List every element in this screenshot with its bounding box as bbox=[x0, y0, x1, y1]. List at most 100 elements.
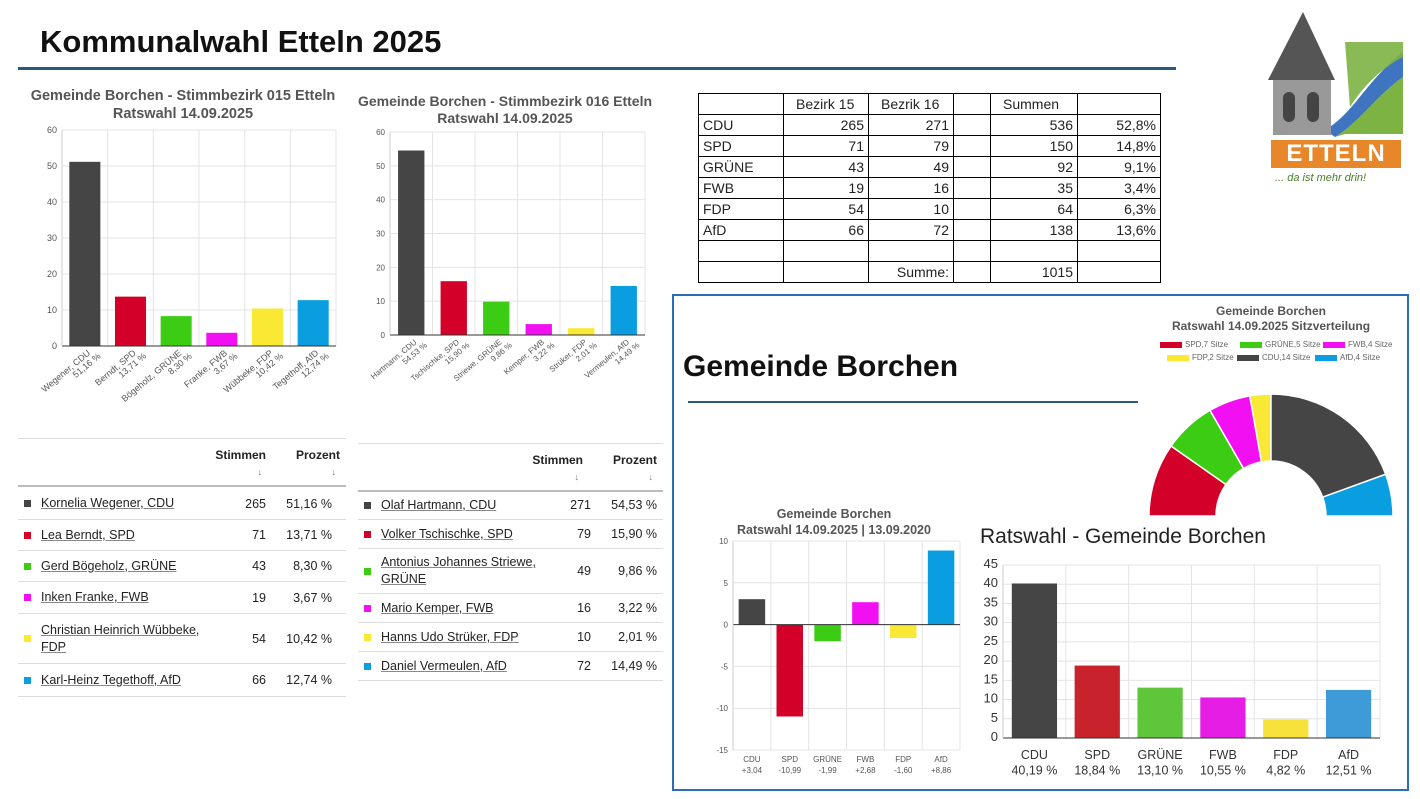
candidate-link[interactable]: Volker Tschischke, SPD bbox=[381, 526, 513, 541]
y-tick-label: 40 bbox=[376, 196, 385, 205]
x-tick-value: +2,68 bbox=[855, 766, 876, 775]
sheet-cell: 1015 bbox=[990, 261, 1078, 283]
y-tick-label: 15 bbox=[984, 671, 998, 686]
bar-AfD bbox=[927, 550, 955, 625]
bar-SPD bbox=[776, 624, 803, 717]
legend-label: FWB,4 Sitze bbox=[1348, 340, 1393, 349]
percent: 51,16 % bbox=[286, 496, 332, 511]
percent: 3,67 % bbox=[293, 590, 332, 605]
results-table-016: Stimmen ↓ Prozent ↓ Olaf Hartmann, CDU 271 54,… bbox=[358, 443, 663, 683]
legend-item-SPD: SPD,7 Sitze bbox=[1160, 340, 1228, 349]
legend-label: SPD,7 Sitze bbox=[1185, 340, 1229, 349]
x-tick-name: CDU bbox=[743, 755, 761, 764]
candidate-link[interactable]: Karl-Heinz Tegethoff, AfD bbox=[41, 672, 181, 687]
candidate-link[interactable]: Mario Kemper, FWB bbox=[381, 600, 494, 615]
x-tick-name: GRÜNE bbox=[1138, 748, 1183, 762]
chart-subtitle: Ratswahl 14.09.2025 bbox=[437, 110, 573, 126]
chart-title: Gemeinde Borchen bbox=[1215, 304, 1327, 318]
slide-title: Kommunalwahl Etteln 2025 bbox=[40, 24, 442, 59]
votes: 271 bbox=[570, 498, 591, 512]
candidate-link[interactable]: Christian Heinrich Wübbeke, FDP bbox=[41, 622, 200, 654]
x-tick-value: 40,19 % bbox=[1011, 764, 1057, 778]
bar-CDU bbox=[69, 161, 101, 346]
party-color-icon bbox=[24, 500, 31, 507]
chart-subtitle: Ratswahl 14.09.2025 | 13.09.2020 bbox=[737, 522, 931, 537]
candidate-link[interactable]: Hanns Udo Strüker, FDP bbox=[381, 629, 519, 644]
sheet-cell: 271 bbox=[868, 114, 954, 136]
sheet-cell bbox=[953, 177, 991, 199]
table-row: Lea Berndt, SPD 71 13,71 % bbox=[18, 520, 346, 551]
sheet-cell bbox=[1077, 240, 1161, 262]
percent: 14,49 % bbox=[611, 659, 657, 673]
x-tick-value: -10,99 bbox=[778, 766, 801, 775]
candidate-link[interactable]: Inken Franke, FWB bbox=[41, 590, 149, 604]
table-header: Stimmen ↓ Prozent ↓ bbox=[18, 439, 346, 487]
y-tick-label: 10 bbox=[376, 297, 385, 306]
legend-swatch bbox=[1160, 341, 1182, 348]
sheet-cell: CDU bbox=[698, 114, 784, 136]
y-tick-label: 40 bbox=[984, 575, 998, 590]
party-color-icon bbox=[364, 501, 371, 509]
sheet-cell bbox=[868, 240, 954, 262]
bar-FWB bbox=[206, 332, 238, 346]
gemeinde-borchen-panel bbox=[672, 294, 1409, 791]
legend-label: GRÜNE,5 Sitze bbox=[1265, 340, 1321, 349]
sheet-cell bbox=[783, 261, 869, 283]
sheet-cell: 64 bbox=[990, 198, 1078, 220]
y-tick-label: 50 bbox=[47, 161, 57, 171]
legend-swatch bbox=[1167, 354, 1189, 361]
sheet-cell: SPD bbox=[698, 135, 784, 157]
legend-swatch bbox=[1323, 341, 1345, 348]
chart-title: Gemeinde Borchen - Stimmbezirk 016 Ettel… bbox=[357, 93, 653, 109]
section-title: Gemeinde Borchen bbox=[683, 350, 959, 383]
candidate-link[interactable]: Olaf Hartmann, CDU bbox=[381, 497, 497, 512]
sheet-cell: 138 bbox=[990, 219, 1078, 241]
party-color-icon bbox=[364, 604, 371, 612]
bar-GRÜNE bbox=[814, 624, 841, 642]
y-tick-label: 10 bbox=[719, 537, 728, 546]
percent: 15,90 % bbox=[611, 527, 657, 541]
y-tick-label: 20 bbox=[47, 269, 57, 279]
chart-ratswahl-borchen: Ratswahl - Gemeinde Borchen 0 5 10 15 20 25 30 3… bbox=[975, 518, 1400, 786]
bar-FWB bbox=[1200, 697, 1246, 738]
percent: 8,30 % bbox=[293, 559, 332, 573]
sort-arrow-icon: ↓ bbox=[257, 467, 263, 477]
y-tick-label: 45 bbox=[984, 556, 998, 571]
chart-seat-distribution: Gemeinde Borchen Ratswahl 14.09.2025 Sitz… bbox=[1140, 298, 1402, 517]
slice-AfD bbox=[1321, 473, 1394, 517]
x-tick-name: FDP bbox=[1273, 748, 1298, 762]
table-header: Stimmen ↓ Prozent ↓ bbox=[358, 444, 663, 492]
sheet-cell: 16 bbox=[868, 177, 954, 199]
candidate-link[interactable]: Daniel Vermeulen, AfD bbox=[381, 658, 507, 673]
x-tick-name: AfD bbox=[934, 755, 948, 764]
candidate-link[interactable]: Antonius Johannes Striewe, GRÜNE bbox=[381, 555, 536, 586]
sheet-cell: Bezrik 16 bbox=[868, 93, 954, 115]
percent: 10,42 % bbox=[286, 631, 332, 646]
table-row: Olaf Hartmann, CDU 271 54,53 % bbox=[358, 491, 663, 520]
chart-svg: 0 5 10 15 20 25 30 35 40 45 CDU 40,19 % SPD 18,84 % GR… bbox=[984, 556, 1381, 778]
y-tick-label: 25 bbox=[984, 633, 998, 648]
y-tick-label: 5 bbox=[724, 579, 729, 588]
candidate-link[interactable]: Kornelia Wegener, CDU bbox=[41, 496, 175, 510]
percent: 2,01 % bbox=[618, 630, 657, 644]
candidate-link[interactable]: Lea Berndt, SPD bbox=[41, 527, 135, 542]
sheet-cell bbox=[1077, 93, 1161, 115]
sheet-cell bbox=[953, 93, 991, 115]
bar-GRÜNE bbox=[483, 301, 510, 335]
logo-slogan: ... da ist mehr drin! bbox=[1275, 172, 1367, 184]
table-row: Daniel Vermeulen, AfD 72 14,49 % bbox=[358, 652, 663, 681]
candidate-link[interactable]: Gerd Bögeholz, GRÜNE bbox=[41, 558, 177, 573]
y-tick-label: 0 bbox=[724, 621, 729, 630]
sheet-cell bbox=[953, 219, 991, 241]
x-tick-name: FWB bbox=[857, 755, 875, 764]
sheet-cell: FDP bbox=[698, 198, 784, 220]
sheet-cell bbox=[990, 240, 1078, 262]
chart-title: Gemeinde Borchen bbox=[776, 507, 892, 521]
logo-church-icon bbox=[1268, 12, 1403, 168]
bar-GRÜNE bbox=[1137, 687, 1183, 738]
sheet-cell: 35 bbox=[990, 177, 1078, 199]
party-color-icon bbox=[364, 633, 371, 641]
column-header-stimmen: Stimmen bbox=[532, 453, 583, 467]
x-tick-value: +3,04 bbox=[742, 766, 763, 775]
